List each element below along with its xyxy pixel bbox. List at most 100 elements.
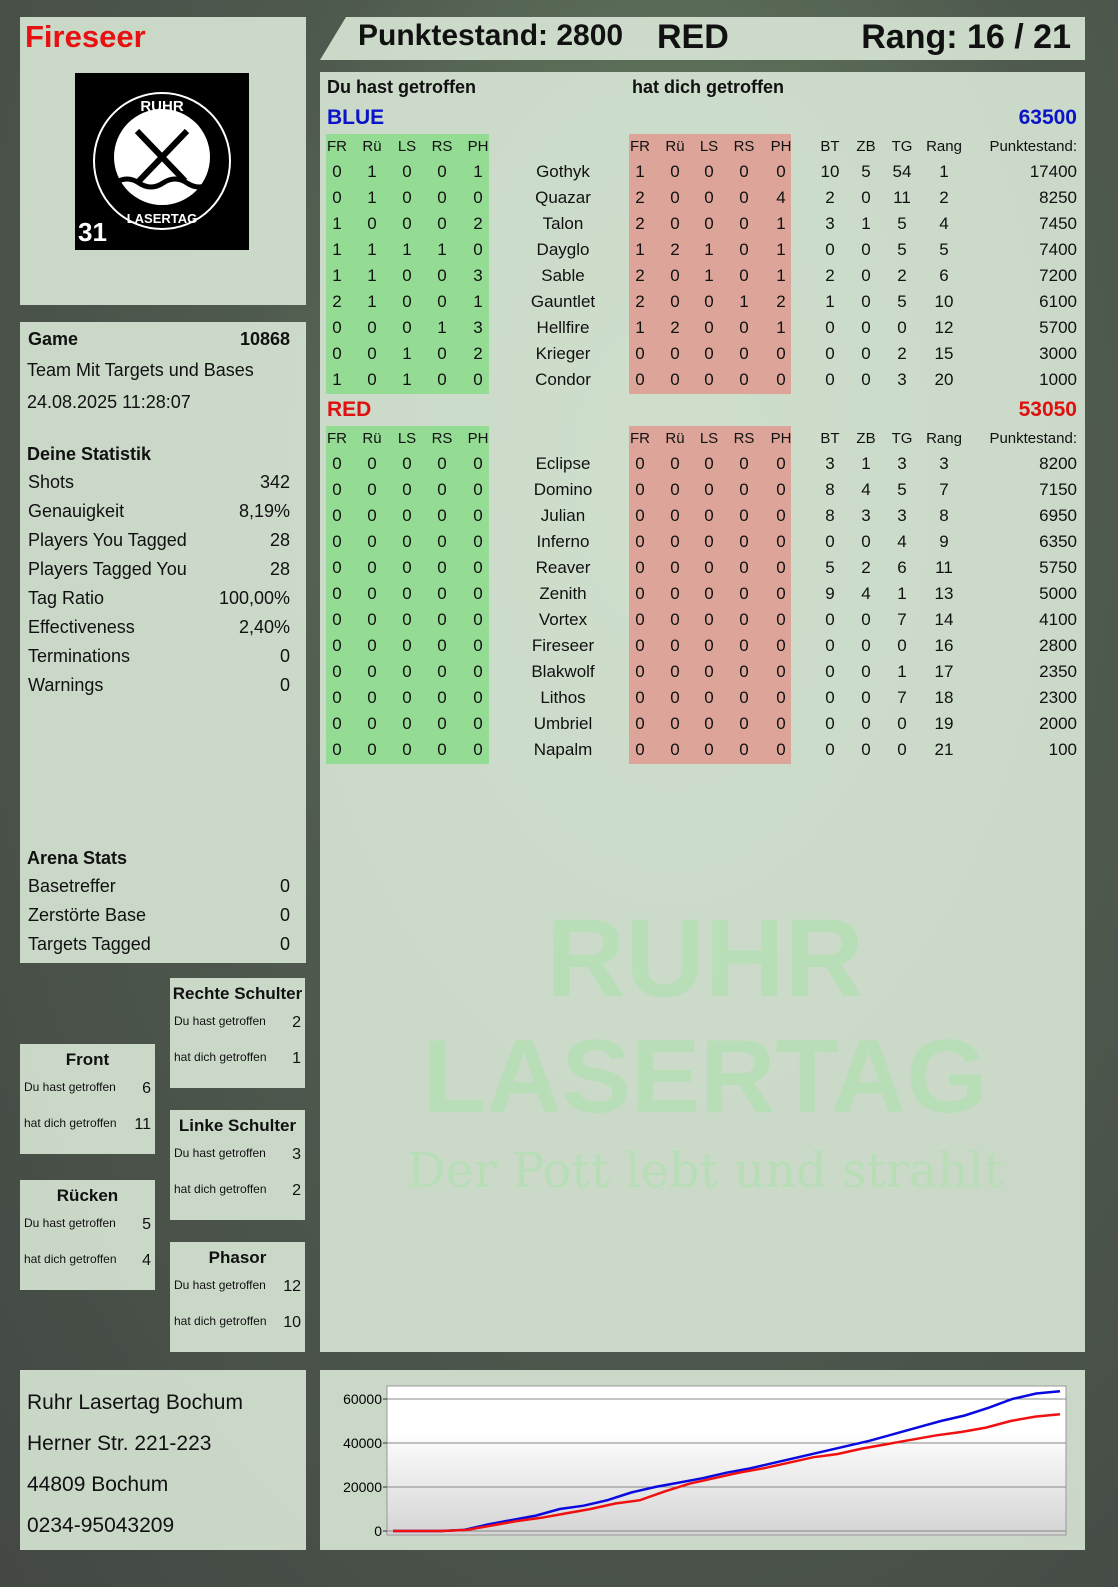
watermark: RUHR LASERTAG Der Pott lebt und strahlt — [330, 900, 1080, 1206]
score: 7400 — [1039, 240, 1077, 259]
you-hit-left: 0 — [402, 506, 412, 525]
you-hit-left: 0 — [402, 162, 412, 181]
team-name: BLUE — [327, 106, 385, 129]
you-hit-right: 0 — [437, 558, 447, 577]
hit-you-front: 0 — [635, 480, 645, 499]
you-hit-right: 0 — [437, 292, 447, 311]
plot-area — [386, 1385, 1067, 1536]
stat-row: Players You Tagged 28 — [28, 530, 290, 551]
hit-you-right: 0 — [739, 214, 749, 233]
you-hit-phasor: 2 — [473, 214, 483, 233]
column-header: Rü — [362, 138, 382, 155]
targets-tagged: 5 — [897, 240, 907, 259]
base-hits: 0 — [825, 714, 835, 733]
hit-you-back: 0 — [670, 688, 680, 707]
hit-you-phasor: 0 — [776, 584, 786, 603]
zone-got-label: hat dich getroffen — [174, 1314, 267, 1328]
stat-label: Genauigkeit — [28, 501, 125, 521]
score: 3000 — [1039, 344, 1077, 363]
you-hit-front: 0 — [332, 480, 342, 499]
hit-you-phasor: 0 — [776, 636, 786, 655]
rank: 9 — [939, 532, 949, 551]
you-hit-back: 0 — [367, 714, 377, 733]
hit-you-front: 0 — [635, 662, 645, 681]
rank: 10 — [934, 292, 954, 311]
hit-you-phasor: 1 — [776, 214, 786, 233]
hit-you-right: 0 — [739, 370, 749, 389]
you-hit-left: 0 — [402, 636, 412, 655]
you-hit-phasor: 0 — [473, 714, 483, 733]
hit-you-front: 1 — [635, 240, 645, 259]
targets-tagged: 0 — [897, 714, 907, 733]
player: Krieger — [535, 344, 591, 363]
you-hit-front: 0 — [332, 318, 342, 337]
stat-label: Warnings — [28, 675, 104, 695]
hit-you-right: 0 — [739, 454, 749, 473]
base-destroyed: 0 — [861, 370, 871, 389]
you-hit-phasor: 0 — [473, 636, 483, 655]
you-hit-front: 1 — [332, 266, 342, 285]
hit-you-back: 0 — [670, 610, 680, 629]
zone-hit-value: 2 — [292, 1014, 301, 1031]
stat-value: 28 — [269, 559, 290, 579]
you-hit-back: 0 — [367, 370, 377, 389]
targets-tagged: 3 — [897, 370, 907, 389]
zone-hit-label: Du hast getroffen — [24, 1080, 116, 1094]
hit-you-front: 1 — [635, 318, 645, 337]
score: 5000 — [1039, 584, 1077, 603]
team-score: 53050 — [1018, 398, 1077, 421]
address-phone: 0234-95043209 — [27, 1514, 175, 1537]
stat-row: Terminations 0 — [28, 646, 290, 667]
base-hits: 9 — [825, 584, 835, 603]
you-hit-back: 0 — [367, 662, 377, 681]
column-header: Punktestand: — [989, 138, 1077, 155]
zone-got-label: hat dich getroffen — [24, 1116, 117, 1130]
base-hits: 0 — [825, 610, 835, 629]
you-hit-right: 0 — [437, 636, 447, 655]
player: Vortex — [538, 610, 588, 629]
you-hit-back: 0 — [367, 214, 377, 233]
svg-text:31: 31 — [78, 217, 107, 247]
you-hit-phasor: 0 — [473, 454, 483, 473]
you-hit-left: 0 — [402, 292, 412, 311]
column-header: TG — [891, 430, 913, 447]
hit-you-right: 0 — [739, 344, 749, 363]
rank: 6 — [939, 266, 949, 285]
targets-tagged: 11 — [893, 188, 911, 207]
you-hit-left: 0 — [402, 688, 412, 707]
targets-tagged: 1 — [897, 584, 907, 603]
hit-you-phasor: 0 — [776, 662, 786, 681]
you-hit-front: 0 — [332, 584, 342, 603]
you-hit-back: 0 — [367, 610, 377, 629]
you-hit-front: 0 — [332, 636, 342, 655]
hit-you-front: 2 — [635, 266, 645, 285]
zone-got-value: 1 — [292, 1050, 301, 1067]
zone-phasor: Phasor Du hast getroffen 12 hat dich getrof… — [170, 1242, 305, 1352]
base-hits: 0 — [825, 532, 835, 551]
arena-row: Targets Tagged 0 — [28, 934, 290, 955]
you-hit-front: 0 — [332, 344, 342, 363]
hit-you-right: 0 — [739, 480, 749, 499]
hit-you-back: 0 — [670, 370, 680, 389]
you-hit-back: 0 — [367, 480, 377, 499]
you-hit-left: 0 — [402, 662, 412, 681]
player: Gothyk — [536, 162, 590, 181]
hit-you-left: 0 — [704, 506, 714, 525]
stat-row: Shots 342 — [28, 472, 290, 493]
base-destroyed: 0 — [861, 266, 871, 285]
arena-title: Arena Stats — [27, 848, 128, 868]
scoreboard-panel: Du hast getroffen hat dich getroffen BLU… — [320, 72, 1085, 1352]
score: 17400 — [1029, 162, 1077, 181]
zone-got-value: 4 — [142, 1252, 151, 1269]
base-destroyed: 4 — [861, 480, 871, 499]
arena-value: 0 — [279, 934, 290, 954]
hit-you-right: 0 — [739, 558, 749, 577]
score: 2350 — [1039, 662, 1077, 681]
column-header: BT — [820, 138, 840, 155]
hit-you-phasor: 0 — [776, 344, 786, 363]
hit-you-left: 0 — [704, 558, 714, 577]
you-hit-right: 0 — [437, 610, 447, 629]
you-hit-front: 1 — [332, 370, 342, 389]
hit-you-back: 0 — [670, 740, 680, 759]
stat-row: Warnings 0 — [28, 675, 290, 696]
